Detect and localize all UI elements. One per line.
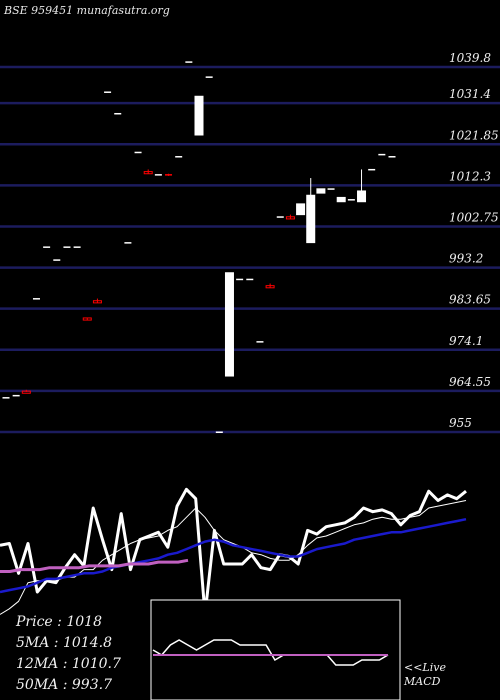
- candle-body: [256, 341, 264, 343]
- candle-body: [154, 174, 162, 176]
- stat-value: 1014.8: [62, 635, 112, 651]
- stats-panel: Price : 1018 5MA : 1014.8 12MA : 1010.7 …: [16, 612, 121, 696]
- candle-body: [285, 216, 295, 220]
- candle-body: [185, 61, 193, 63]
- macd-caption-label: MACD: [404, 675, 441, 688]
- candle-body: [194, 95, 204, 136]
- candle-body: [63, 246, 71, 248]
- candle-body: [32, 298, 40, 300]
- y-tick-label: 955: [449, 416, 472, 430]
- stat-5ma: 5MA : 1014.8: [16, 635, 112, 651]
- stat-label: Price: [16, 614, 53, 630]
- chart-title: BSE 959451 munafasutra.org: [4, 4, 170, 17]
- stat-value: 1018: [66, 614, 102, 630]
- candle-body: [368, 168, 376, 171]
- y-tick-label: 1012.3: [449, 169, 491, 183]
- candle-body: [388, 156, 396, 158]
- candle-body: [43, 246, 51, 248]
- y-tick-label: 1002.75: [449, 210, 499, 224]
- candle-body: [327, 188, 335, 190]
- candle-body: [114, 112, 122, 115]
- candle-body: [2, 397, 10, 399]
- candle-body: [143, 171, 153, 175]
- candle-body: [134, 151, 142, 154]
- candle-body: [124, 242, 132, 244]
- candle-body: [73, 246, 81, 248]
- series-line-ma-long: [0, 558, 189, 573]
- y-tick-label: 1021.85: [449, 128, 499, 142]
- candle-body: [316, 188, 326, 194]
- candle-body: [224, 272, 234, 377]
- stat-label: 50MA: [16, 677, 59, 693]
- stat-label: 5MA: [16, 635, 50, 651]
- candle-body: [276, 216, 284, 218]
- stat-50ma: 50MA : 993.7: [16, 677, 112, 693]
- candle-body: [336, 196, 346, 203]
- macd-line-macd: [152, 639, 389, 666]
- stat-price: Price : 1018: [16, 614, 102, 630]
- y-tick-label: 964.55: [449, 375, 491, 389]
- candle-body: [82, 317, 92, 321]
- candle-body: [104, 91, 112, 93]
- stat-label: 12MA: [16, 656, 59, 672]
- candle-body: [12, 394, 20, 397]
- candle-body: [378, 153, 386, 156]
- candle-body: [347, 199, 355, 201]
- y-tick-label: 974.1: [449, 334, 483, 348]
- stat-value: 1010.7: [71, 656, 121, 672]
- candle-body: [265, 285, 275, 289]
- y-tick-label: 1031.4: [449, 87, 491, 101]
- y-tick-label: 983.65: [449, 293, 491, 307]
- macd-caption-live: <<Live: [404, 661, 446, 674]
- candle-body: [215, 431, 223, 433]
- candle-body: [236, 278, 244, 281]
- stat-12ma: 12MA : 1010.7: [16, 656, 121, 672]
- candle-body: [296, 203, 306, 216]
- macd-panel-frame: [150, 599, 401, 700]
- candle-body: [165, 174, 173, 176]
- y-tick-label: 993.2: [449, 252, 483, 266]
- candle-body: [205, 76, 213, 78]
- macd-caption: <<Live MACD: [404, 661, 446, 689]
- candle-body: [357, 190, 367, 203]
- series-line-ma-mid: [0, 517, 467, 594]
- candle-body: [175, 156, 183, 158]
- candle-body: [53, 259, 61, 261]
- candle-body: [306, 194, 316, 244]
- series-line-price: [0, 487, 467, 616]
- candle-body: [246, 278, 254, 281]
- candle-body: [21, 390, 31, 394]
- candle-body: [92, 300, 102, 304]
- stat-value: 993.7: [71, 677, 112, 693]
- y-tick-label: 1039.8: [449, 51, 491, 65]
